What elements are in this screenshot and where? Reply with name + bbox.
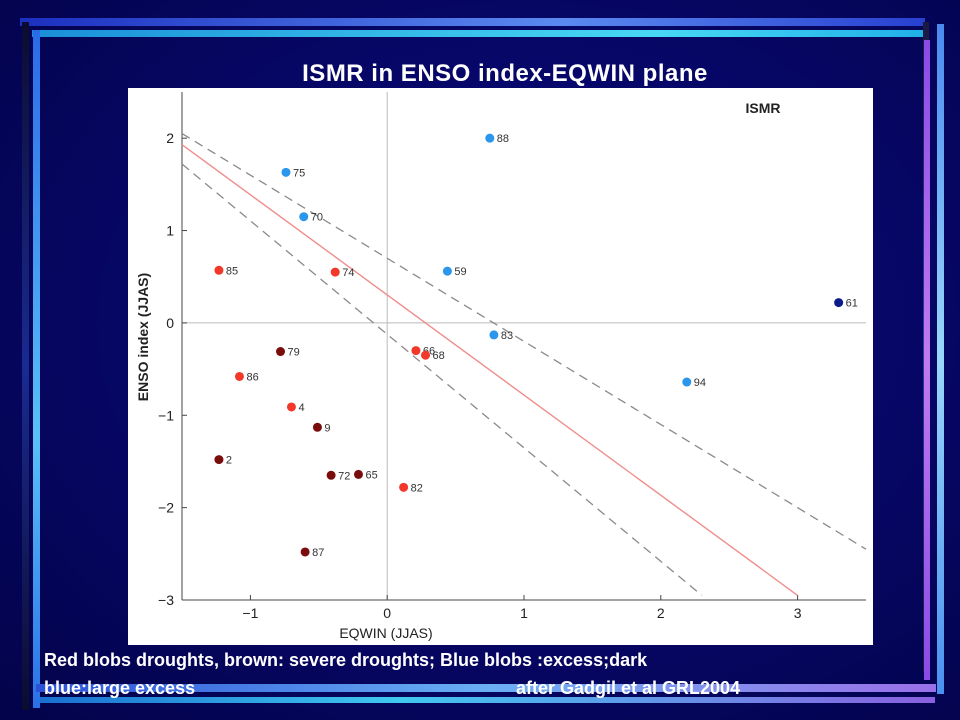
point-label-82: 82 [411, 482, 423, 494]
frame-bar-left-inner [33, 30, 40, 708]
data-point-9 [312, 422, 322, 432]
data-point-82 [399, 482, 409, 492]
slide-title: ISMR in ENSO index-EQWIN plane [302, 60, 708, 87]
data-point-72 [326, 470, 336, 480]
point-label-79: 79 [287, 347, 299, 359]
frame-bar-right-violet [924, 40, 930, 680]
point-label-85: 85 [226, 265, 238, 277]
frame-bar-left-outer [22, 22, 29, 710]
point-label-75: 75 [293, 167, 305, 179]
plot-panel: −1 0 1 2 3 −3 −2 −1 0 1 2 88 75 70 85 74 59 61 83 79 66 68 86… [128, 88, 873, 645]
y-tick-label: 1 [166, 223, 174, 239]
point-label-4: 4 [298, 402, 304, 414]
y-tick-label: −3 [158, 592, 174, 608]
y-tick-label: 2 [166, 130, 174, 146]
x-tick-label: 0 [383, 605, 391, 621]
data-point-61 [834, 298, 844, 308]
caption-line-1: Red blobs droughts, brown: severe drough… [44, 650, 648, 670]
point-label-74: 74 [342, 267, 354, 279]
frame-bar-right-inner [937, 24, 944, 694]
x-tick-label: 1 [520, 605, 528, 621]
regression-line [181, 144, 799, 596]
point-label-65: 65 [365, 469, 377, 481]
x-axis-label: EQWIN (JJAS) [339, 625, 432, 641]
x-tick-label: −1 [242, 605, 258, 621]
chart-title: ISMR [746, 100, 781, 116]
frame-bar-bottom-outer [36, 684, 936, 692]
data-point-83 [489, 330, 499, 340]
confidence-band-line [181, 163, 703, 596]
data-point-88 [485, 133, 495, 143]
x-tick-label: 3 [794, 605, 802, 621]
data-point-4 [286, 402, 296, 412]
y-axis-label: ENSO index (JJAS) [135, 273, 151, 401]
frame-bar-top-inner [32, 30, 927, 37]
y-tick-label: −1 [158, 407, 174, 423]
data-point-74 [330, 267, 340, 277]
data-point-2 [214, 455, 224, 465]
caption-credit: after Gadgil et al GRL2004 [516, 678, 741, 698]
caption-line-2: blue:large excess [44, 678, 196, 698]
confidence-band-line [181, 133, 867, 550]
data-point-86 [234, 371, 244, 381]
data-point-65 [353, 469, 363, 479]
data-point-79 [275, 347, 285, 357]
point-label-72: 72 [338, 470, 350, 482]
data-point-85 [214, 265, 224, 275]
data-point-94 [682, 377, 692, 387]
frame-bar-top-outer [20, 18, 925, 26]
point-label-68: 68 [433, 350, 445, 362]
data-point-75 [281, 167, 291, 177]
point-label-83: 83 [501, 330, 513, 342]
y-tick-label: 0 [166, 315, 174, 331]
point-label-86: 86 [246, 371, 258, 383]
data-point-68 [421, 350, 431, 360]
frame-bar-bottom-inner [40, 697, 935, 703]
y-tick-label: −2 [158, 500, 174, 516]
data-point-87 [300, 547, 310, 557]
data-point-59 [442, 266, 452, 276]
data-point-66 [411, 346, 421, 356]
point-label-61: 61 [846, 298, 858, 310]
point-label-87: 87 [312, 547, 324, 559]
point-label-59: 59 [454, 266, 466, 278]
point-label-9: 9 [324, 422, 330, 434]
data-point-70 [299, 212, 309, 222]
point-label-70: 70 [311, 212, 323, 224]
point-label-2: 2 [226, 455, 232, 467]
x-tick-label: 2 [657, 605, 665, 621]
point-label-88: 88 [497, 133, 509, 145]
point-label-94: 94 [694, 377, 706, 389]
